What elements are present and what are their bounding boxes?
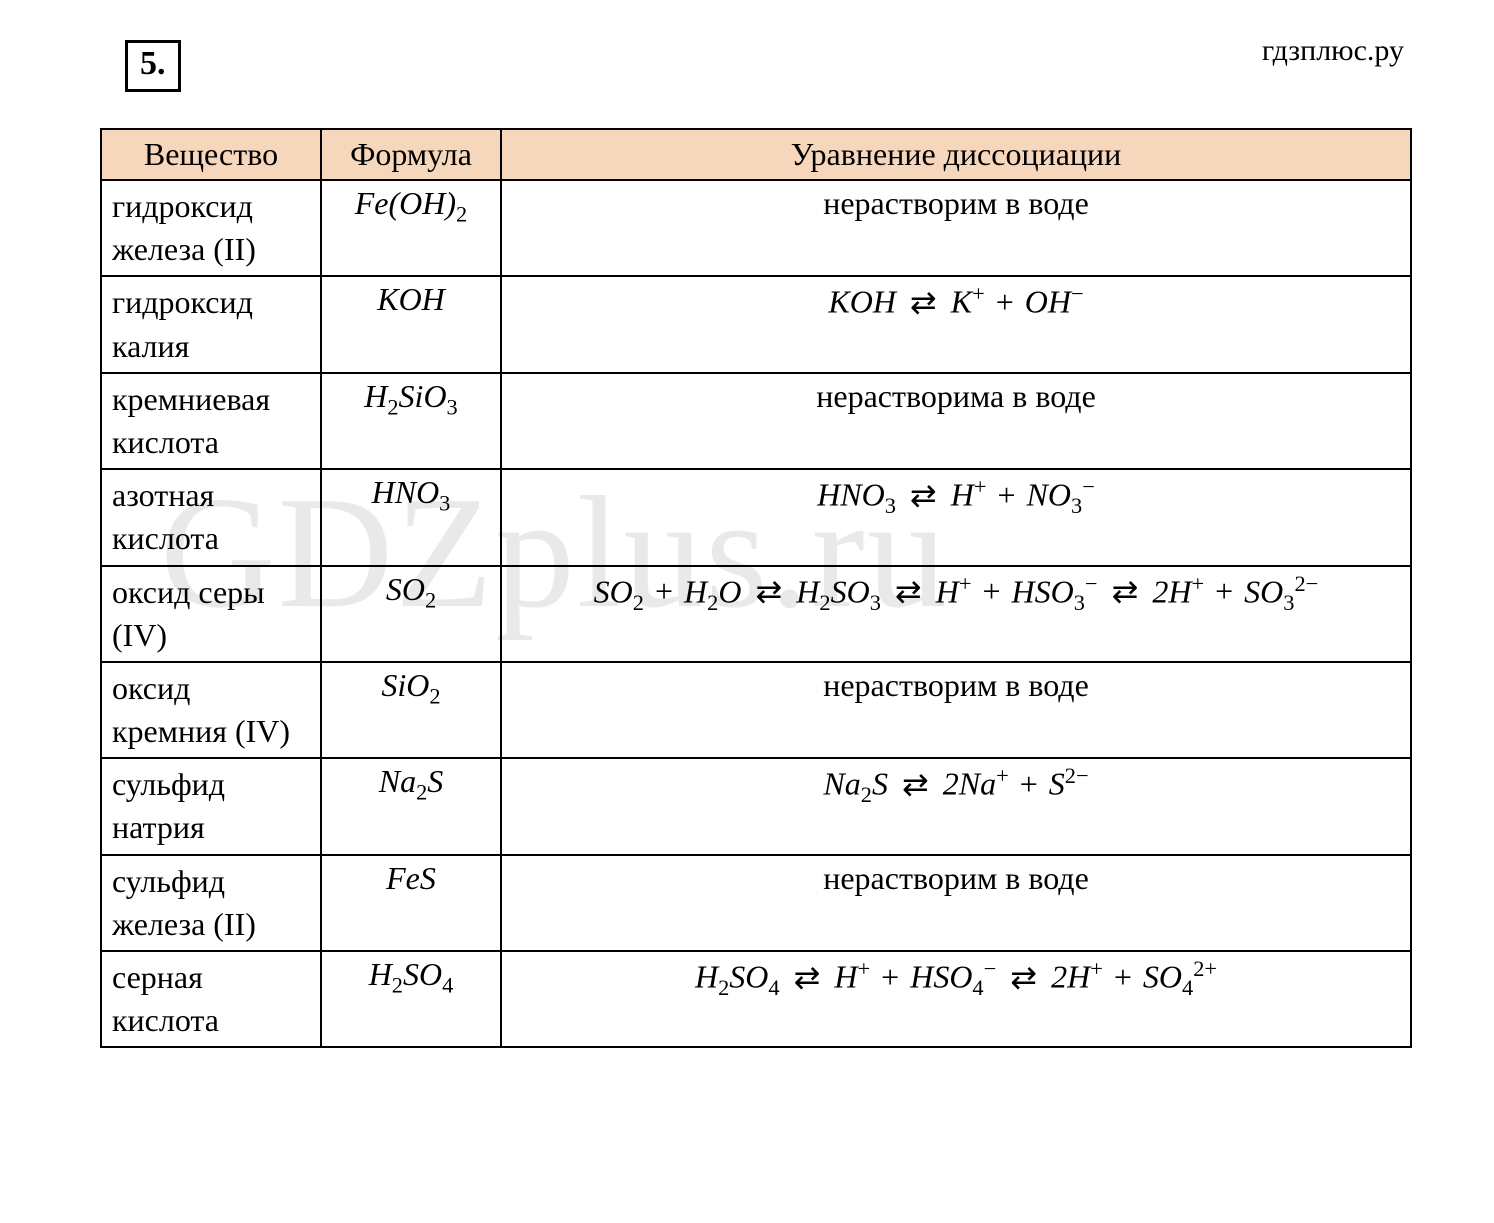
equation-cell: KOH ⇄ K+ + OH− <box>501 276 1411 372</box>
equation-cell: нерастворим в воде <box>501 855 1411 951</box>
table-header-row: Вещество Формула Уравнение диссоциации <box>101 129 1411 180</box>
table-body: гидроксид железа (II)Fe(OH)2нерастворим … <box>101 180 1411 1047</box>
formula-cell: Na2S <box>321 758 501 854</box>
substance-cell: серная кислота <box>101 951 321 1047</box>
formula-cell: H2SO4 <box>321 951 501 1047</box>
table-row: сульфид железа (II)FeSнерастворим в воде <box>101 855 1411 951</box>
table-row: оксид кремния (IV)SiO2нерастворим в воде <box>101 662 1411 758</box>
substance-cell: гидроксид железа (II) <box>101 180 321 276</box>
col-header-equation: Уравнение диссоциации <box>501 129 1411 180</box>
equation-cell: нерастворим в воде <box>501 662 1411 758</box>
substance-cell: сульфид железа (II) <box>101 855 321 951</box>
formula-cell: HNO3 <box>321 469 501 565</box>
formula-cell: Fe(OH)2 <box>321 180 501 276</box>
substance-cell: оксид кремния (IV) <box>101 662 321 758</box>
substance-cell: кремниевая кислота <box>101 373 321 469</box>
formula-cell: SiO2 <box>321 662 501 758</box>
table-row: гидроксид калияKOHKOH ⇄ K+ + OH− <box>101 276 1411 372</box>
col-header-formula: Формула <box>321 129 501 180</box>
equation-cell: SO2 + H2O ⇄ H2SO3 ⇄ H+ + HSO3− ⇄ 2H+ + S… <box>501 566 1411 662</box>
equation-cell: HNO3 ⇄ H+ + NO3− <box>501 469 1411 565</box>
table-row: гидроксид железа (II)Fe(OH)2нерастворим … <box>101 180 1411 276</box>
table-row: кремниевая кислотаH2SiO3нерастворима в в… <box>101 373 1411 469</box>
col-header-substance: Вещество <box>101 129 321 180</box>
dissociation-table: Вещество Формула Уравнение диссоциации г… <box>100 128 1412 1048</box>
equation-cell: нерастворим в воде <box>501 180 1411 276</box>
page: гдзплюс.ру 5. GDZplus.ru Вещество Формул… <box>0 0 1494 1223</box>
substance-cell: азотная кислота <box>101 469 321 565</box>
equation-cell: H2SO4 ⇄ H+ + HSO4− ⇄ 2H+ + SO42+ <box>501 951 1411 1047</box>
substance-cell: гидроксид калия <box>101 276 321 372</box>
formula-cell: KOH <box>321 276 501 372</box>
formula-cell: FeS <box>321 855 501 951</box>
formula-cell: H2SiO3 <box>321 373 501 469</box>
substance-cell: оксид серы (IV) <box>101 566 321 662</box>
table-row: серная кислотаH2SO4H2SO4 ⇄ H+ + HSO4− ⇄ … <box>101 951 1411 1047</box>
table-row: азотная кислотаHNO3HNO3 ⇄ H+ + NO3− <box>101 469 1411 565</box>
question-number-box: 5. <box>125 40 181 92</box>
substance-cell: сульфид натрия <box>101 758 321 854</box>
watermark-top: гдзплюс.ру <box>1262 34 1404 68</box>
equation-cell: Na2S ⇄ 2Na+ + S2− <box>501 758 1411 854</box>
equation-cell: нерастворима в воде <box>501 373 1411 469</box>
table-row: сульфид натрияNa2SNa2S ⇄ 2Na+ + S2− <box>101 758 1411 854</box>
table-row: оксид серы (IV)SO2SO2 + H2O ⇄ H2SO3 ⇄ H+… <box>101 566 1411 662</box>
formula-cell: SO2 <box>321 566 501 662</box>
